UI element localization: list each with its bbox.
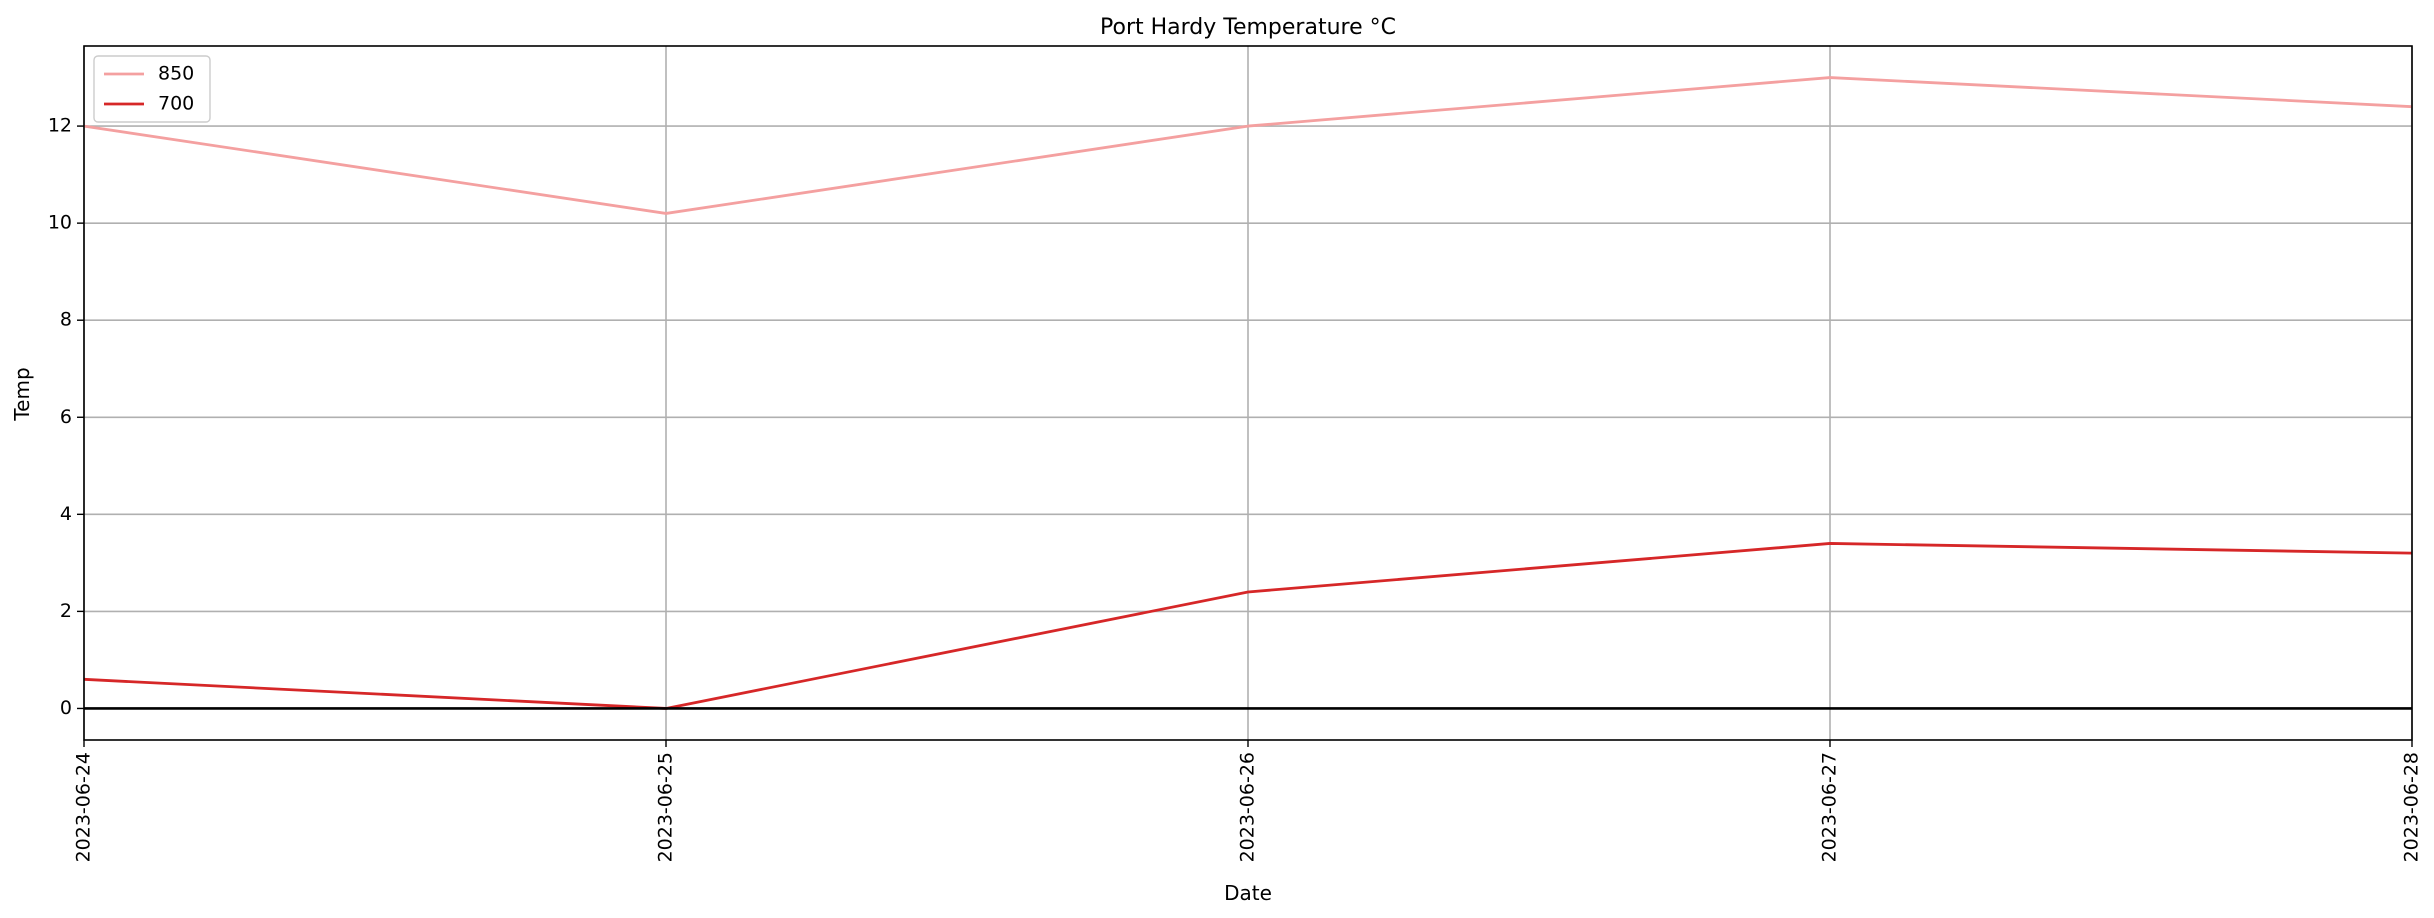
y-tick-label: 6	[60, 406, 72, 428]
x-tick-label: 2023-06-26	[1237, 752, 1259, 862]
data-point-700	[1827, 540, 1833, 546]
y-tick-label: 10	[48, 212, 72, 234]
chart-title: Port Hardy Temperature °C	[1100, 15, 1396, 40]
y-tick-label: 2	[60, 600, 72, 622]
y-tick-label: 0	[60, 697, 72, 719]
legend-box	[93, 55, 211, 123]
series-lines	[83, 75, 2413, 710]
data-point-850	[1827, 75, 1833, 81]
legend-label-850: 850	[158, 63, 194, 85]
data-point-850	[663, 210, 669, 216]
x-axis-label: Date	[1224, 881, 1272, 905]
tick-labels: 2023-06-24 2023-06-25 2023-06-26 2023-06-27…	[48, 115, 2423, 863]
y-tick-label: 4	[60, 503, 72, 525]
y-tick-label: 8	[60, 309, 72, 331]
x-tick-label: 2023-06-24	[73, 752, 95, 862]
grid-lines	[83, 46, 2413, 740]
x-tick-label: 2023-06-28	[2401, 752, 2423, 862]
series-line-850	[83, 76, 2413, 215]
data-point-700	[1245, 589, 1251, 595]
y-axis-label: Temp	[10, 367, 34, 421]
legend-label-700: 700	[158, 93, 194, 115]
y-tick-label: 12	[48, 115, 72, 137]
x-tick-label: 2023-06-27	[1819, 752, 1841, 862]
data-point-850	[1245, 123, 1251, 129]
series-line-700	[83, 542, 2413, 710]
x-tick-label: 2023-06-25	[655, 752, 677, 862]
plot-frame	[83, 45, 2413, 741]
axes	[77, 45, 2413, 747]
